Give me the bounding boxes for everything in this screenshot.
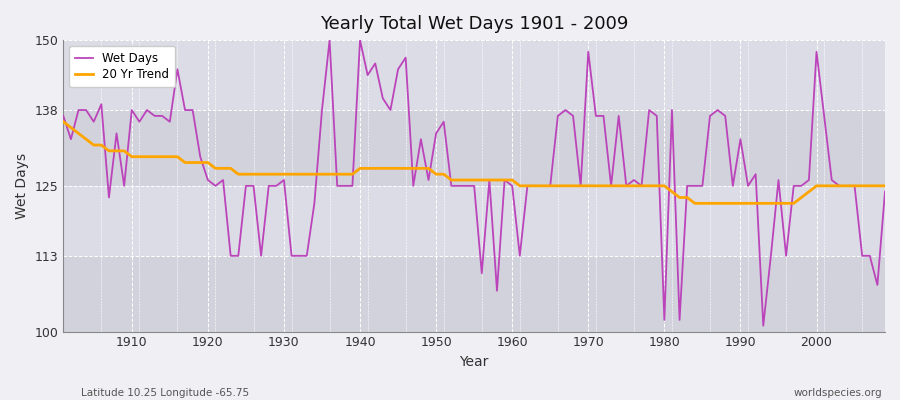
- Wet Days: [339, 184, 350, 188]
- Wet Days: [58, 114, 68, 118]
- Wet Days: [758, 323, 769, 328]
- Line: Wet Days: Wet Days: [63, 40, 885, 326]
- 20 Yr Trend: [332, 172, 343, 176]
- Wet Days: [606, 184, 616, 188]
- 20 Yr Trend: [119, 148, 130, 153]
- Wet Days: [515, 254, 526, 258]
- Wet Days: [879, 189, 890, 194]
- X-axis label: Year: Year: [460, 355, 489, 369]
- Bar: [63, 40, 885, 110]
- Title: Yearly Total Wet Days 1901 - 2009: Yearly Total Wet Days 1901 - 2009: [320, 15, 628, 33]
- Legend: Wet Days, 20 Yr Trend: Wet Days, 20 Yr Trend: [69, 46, 176, 87]
- Bar: [63, 110, 885, 186]
- Wet Days: [119, 184, 130, 188]
- Wet Days: [507, 184, 517, 188]
- Wet Days: [286, 254, 297, 258]
- 20 Yr Trend: [689, 201, 700, 206]
- 20 Yr Trend: [598, 184, 609, 188]
- 20 Yr Trend: [500, 178, 510, 182]
- Bar: [63, 186, 885, 256]
- 20 Yr Trend: [58, 119, 68, 124]
- Bar: [63, 256, 885, 332]
- Y-axis label: Wet Days: Wet Days: [15, 153, 29, 219]
- 20 Yr Trend: [879, 184, 890, 188]
- Text: Latitude 10.25 Longitude -65.75: Latitude 10.25 Longitude -65.75: [81, 388, 249, 398]
- Wet Days: [324, 38, 335, 42]
- Text: worldspecies.org: worldspecies.org: [794, 388, 882, 398]
- 20 Yr Trend: [507, 178, 517, 182]
- Line: 20 Yr Trend: 20 Yr Trend: [63, 122, 885, 203]
- 20 Yr Trend: [286, 172, 297, 176]
